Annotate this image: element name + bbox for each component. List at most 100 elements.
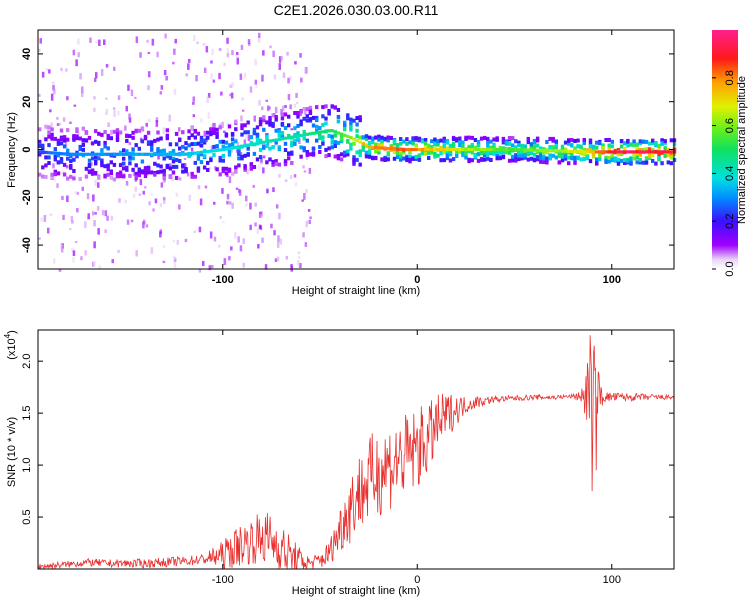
spectrogram-cell xyxy=(607,143,611,148)
spectrogram-ridge-cell xyxy=(128,152,132,156)
spectrogram-cell xyxy=(226,200,229,205)
spectrogram-cell xyxy=(112,107,116,110)
spectrogram-cell xyxy=(159,164,163,169)
spectrogram-cell xyxy=(321,114,325,119)
spectrogram-cell xyxy=(230,171,235,176)
spectrogram-cell xyxy=(183,158,187,160)
spectrogram-ridge-cell xyxy=(501,147,506,152)
spectrogram-cell xyxy=(97,156,101,161)
spectrogram-cell xyxy=(554,139,558,144)
spectrogram-cell xyxy=(202,154,207,159)
spectrogram-cell xyxy=(296,101,299,105)
spectrogram-cell xyxy=(110,129,113,136)
spectrogram-cell xyxy=(284,179,288,182)
spectrogram-cell xyxy=(296,114,300,119)
spectrogram-cell xyxy=(358,149,362,154)
spectrogram-cell xyxy=(364,137,369,142)
spectrogram-cell xyxy=(230,142,235,147)
spectrogram-cell xyxy=(638,160,642,165)
spectrogram-cell xyxy=(257,36,261,43)
spectrogram-cell xyxy=(281,105,285,112)
spectrogram-cell xyxy=(296,131,300,136)
spectrogram-cell xyxy=(93,241,96,249)
spectrogram-ridge-cell xyxy=(442,147,446,152)
spectrogram-cell xyxy=(254,202,257,207)
spectrogram-cell xyxy=(125,149,129,154)
spectrogram-cell xyxy=(187,135,191,140)
spectrogram-cell xyxy=(50,127,54,132)
spectrogram-cell xyxy=(644,160,649,165)
spectrogram-cell xyxy=(118,163,123,168)
spectrogram-cell xyxy=(50,136,54,141)
spectrogram-cell xyxy=(632,139,636,144)
spectrogram-cell xyxy=(520,143,524,148)
spectrogram-cell xyxy=(330,140,334,145)
spectrogram-cell xyxy=(420,151,425,156)
spectrogram-ridge-cell xyxy=(78,152,82,156)
spectrogram-ridge-cell xyxy=(573,150,577,154)
spectrogram-cell xyxy=(246,168,249,175)
spectrogram-cell xyxy=(137,167,141,172)
spectrogram-cell xyxy=(236,141,240,148)
spectrogram-cell xyxy=(301,199,304,202)
spectrogram-ridge-cell xyxy=(504,147,509,152)
spectrogram-cell xyxy=(236,57,239,65)
spectrogram-ridge-cell xyxy=(395,147,400,151)
spectrogram-cell xyxy=(184,167,188,172)
spectrogram-cell xyxy=(234,127,238,132)
spectrogram-cell xyxy=(254,222,257,227)
spectrogram-cell xyxy=(160,182,164,188)
spectrogram-cell xyxy=(501,150,506,154)
spectrogram-cell xyxy=(97,182,100,188)
spectrogram-cell xyxy=(563,156,568,161)
spectrogram-ridge-cell xyxy=(588,150,593,154)
spectrogram-cell xyxy=(81,126,85,131)
spectrogram-cell xyxy=(80,256,83,261)
spectrogram-cell xyxy=(616,161,621,166)
spectrogram-cell xyxy=(280,116,285,121)
spectrogram-cell xyxy=(69,154,73,159)
spectrogram-cell xyxy=(207,112,211,119)
spectrogram-cell xyxy=(122,161,126,166)
spectrogram-cell xyxy=(458,136,462,141)
spectrogram-cell xyxy=(253,115,256,122)
spectrogram-cell xyxy=(290,150,294,155)
spectrogram-cell xyxy=(130,89,134,97)
spectrogram-cell xyxy=(209,231,213,239)
spectrogram-cell xyxy=(240,156,244,161)
spectrogram-cell xyxy=(433,154,437,159)
spectrogram-cell xyxy=(49,109,52,113)
spectrogram-cell xyxy=(162,176,166,181)
spectrogram-ridge-cell xyxy=(206,150,210,154)
snr-panel: -100 0 100 0.5 1.0 1.5 2.0 Height of straight … xyxy=(3,329,675,597)
spectrogram-cell xyxy=(264,264,268,270)
spectrogram-cell xyxy=(47,161,51,165)
spectrogram-cell xyxy=(107,122,110,127)
spectrogram-ticks: -100 0 100 -40 -20 0 20 40 xyxy=(21,30,674,286)
spectrogram-cell xyxy=(156,147,160,152)
spectrogram-cell xyxy=(364,134,369,139)
spectrogram-ridge-cell xyxy=(81,152,85,156)
spectrogram-cell xyxy=(358,153,362,157)
spectrogram-cell xyxy=(174,176,179,180)
spectrogram-ridge-cell xyxy=(299,133,303,137)
spectrogram-cell xyxy=(243,153,247,158)
spectrogram-cell xyxy=(210,73,213,80)
spectrogram-ridge-cell xyxy=(641,150,646,154)
spectrogram-cell xyxy=(392,156,397,161)
spectrogram-cell xyxy=(464,155,468,160)
spectrogram-y-axis-title: Frequency (Hz) xyxy=(6,112,18,188)
spectrogram-cell xyxy=(84,130,89,135)
spectrogram-ridge-cell xyxy=(174,152,179,156)
spectrogram-cell xyxy=(274,115,278,119)
spectrogram-cell xyxy=(165,165,169,170)
spectrogram-cell xyxy=(75,59,78,67)
spectrogram-ridge-cell xyxy=(134,152,138,156)
spectrogram-cell xyxy=(492,145,496,150)
spectrogram-cell xyxy=(261,74,264,82)
spectrogram-cell xyxy=(330,145,334,150)
spectrogram-cell xyxy=(246,120,250,125)
spectrogram-cell xyxy=(632,151,636,156)
spectrogram-cell xyxy=(355,157,359,162)
spectrogram-cell xyxy=(243,72,247,79)
